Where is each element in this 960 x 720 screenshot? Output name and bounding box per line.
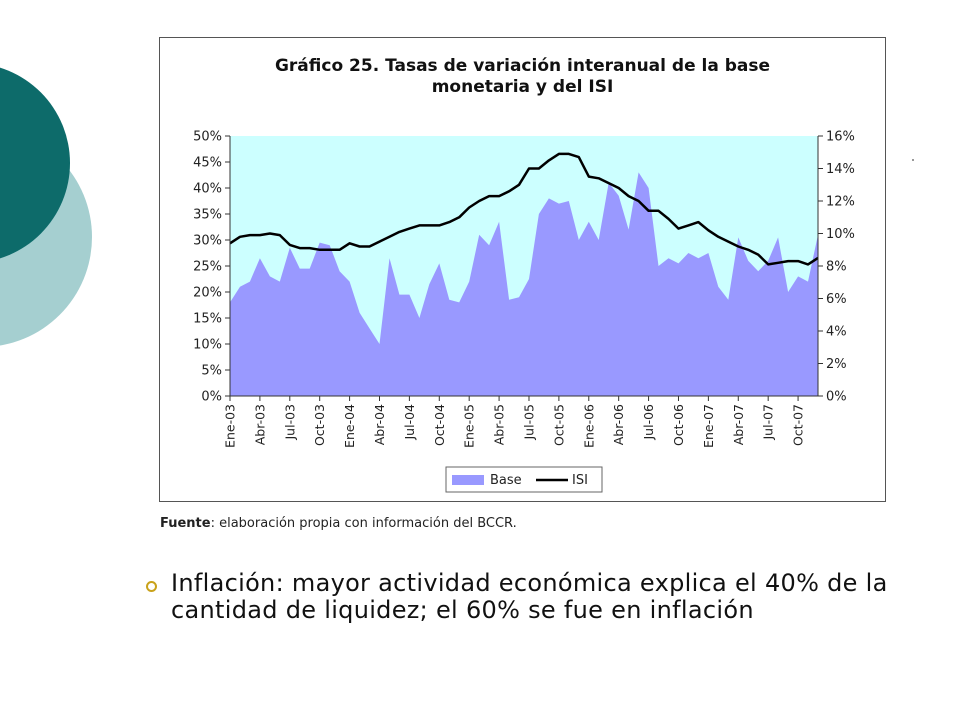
y-left-tick-label: 35%	[193, 208, 222, 223]
legend-label-isi: ISI	[572, 473, 588, 488]
x-tick-label: Abr-05	[492, 404, 507, 445]
x-tick-label: Abr-03	[252, 404, 267, 445]
y-left-tick-label: 45%	[193, 156, 222, 171]
y-right-tick-label: 6%	[826, 292, 847, 307]
teal-dark-circle	[0, 67, 70, 259]
y-right-tick-label: 2%	[826, 357, 847, 372]
y-right-tick-label: 14%	[826, 162, 855, 177]
x-tick-label: Jul-06	[641, 404, 656, 441]
x-tick-label: Oct-03	[312, 404, 327, 446]
series-isi-line	[229, 152, 819, 266]
y-left-tick-label: 25%	[193, 260, 222, 275]
y-left-tick-label: 30%	[193, 234, 222, 249]
x-tick-label: Jul-05	[521, 404, 536, 441]
source-note: Fuente: elaboración propia con informaci…	[160, 516, 517, 531]
y-right-tick-label: 12%	[826, 195, 855, 210]
x-tick-label: Ene-06	[581, 404, 596, 448]
x-tick-label: Jul-04	[402, 404, 417, 441]
y-left-tick-label: 20%	[193, 286, 222, 301]
x-tick-label: Ene-03	[223, 404, 238, 448]
chart-title-line1: Gráfico 25. Tasas de variación interanua…	[274, 56, 771, 76]
y-right-tick-label: 0%	[826, 390, 847, 405]
y-left-tick-label: 40%	[193, 182, 222, 197]
stray-dot	[912, 159, 914, 161]
y-left-tick-label: 10%	[193, 338, 222, 353]
x-tick-label: Ene-04	[342, 404, 357, 448]
legend-label-base: Base	[490, 473, 522, 488]
series-base-area	[230, 172, 818, 396]
x-tick-label: Oct-04	[432, 404, 447, 446]
y-right-tick-label: 16%	[826, 130, 855, 145]
circle-bullet-icon	[146, 581, 157, 592]
y-right-tick-label: 4%	[826, 325, 847, 340]
x-tick-label: Abr-06	[611, 404, 626, 445]
x-tick-label: Abr-07	[731, 404, 746, 445]
y-left-tick-label: 0%	[201, 390, 222, 405]
y-right-tick-label: 10%	[826, 227, 855, 242]
chart-plot: 0% 5% 10% 15% 20% 25% 30% 35% 40% 45% 50% 0% 2% 4% 6% 8…	[193, 130, 855, 493]
y-left-tick-label: 50%	[193, 130, 222, 145]
chart-title: Gráfico 25. Tasas de variación interanua…	[160, 56, 885, 98]
x-tick-label: Jul-07	[761, 404, 776, 441]
x-tick-label: Oct-07	[791, 404, 806, 446]
slide-decoration	[0, 67, 92, 346]
source-text: : elaboración propia con información del…	[210, 516, 517, 531]
x-tick-label: Abr-04	[372, 404, 387, 445]
y-right-tick-label: 8%	[826, 260, 847, 275]
legend-swatch-base	[452, 475, 484, 485]
chart-title-line2: monetaria y del ISI	[431, 77, 614, 97]
x-tick-label: Ene-07	[701, 404, 716, 448]
x-tick-label: Oct-06	[671, 404, 686, 446]
x-tick-label: Jul-03	[282, 404, 297, 441]
source-label: Fuente	[160, 516, 211, 531]
y-left-tick-label: 5%	[201, 364, 222, 379]
y-left-tick-label: 15%	[193, 312, 222, 327]
x-tick-label: Ene-05	[462, 404, 477, 448]
x-tick-label: Oct-05	[551, 404, 566, 446]
bullet-text: Inflación: mayor actividad económica exp…	[171, 569, 888, 624]
chart-frame: Gráfico 25. Tasas de variación interanua…	[159, 37, 886, 502]
